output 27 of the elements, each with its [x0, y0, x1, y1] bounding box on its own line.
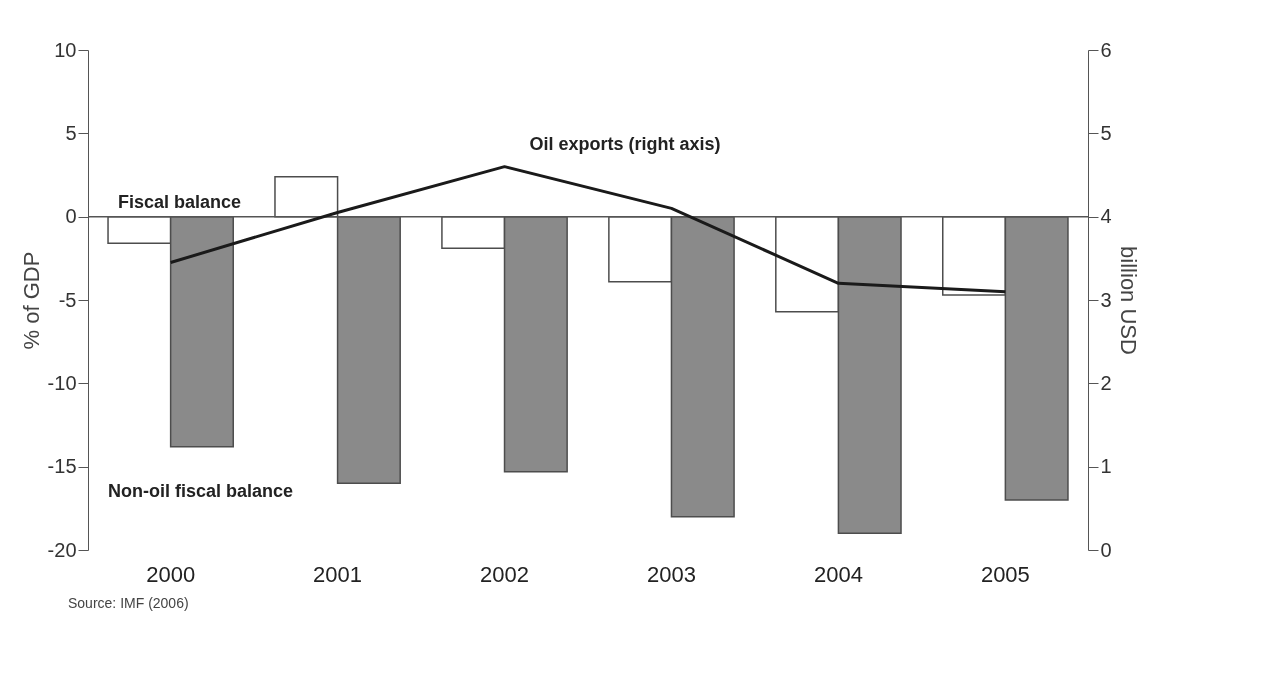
y2-tick-label: 0 — [1100, 538, 1112, 561]
x-tick-label: 2001 — [313, 561, 363, 587]
y-tick-label: -15 — [47, 455, 77, 478]
x-tick-label: 2000 — [146, 561, 196, 587]
y-axis-title: % of GDP — [18, 251, 44, 350]
y2-tick-label: 1 — [1100, 455, 1112, 478]
y-tick-label: 0 — [65, 205, 77, 228]
y-tick-label: 10 — [54, 38, 77, 61]
y2-tick-label: 4 — [1100, 205, 1112, 228]
text: Non-oil fiscal balance — [108, 480, 294, 501]
y-tick-label: 5 — [65, 121, 77, 144]
series-label: Oil exports (right axis) — [529, 133, 721, 154]
y2-tick-label: 3 — [1100, 288, 1112, 311]
y-tick-label: -20 — [47, 538, 77, 561]
line-series — [169, 165, 1007, 294]
x-tick-label: 2004 — [813, 561, 863, 587]
y2-tick-label: 2 — [1100, 371, 1112, 394]
y2-axis-title: billion USD — [1115, 246, 1141, 355]
y-tick-label: -5 — [58, 288, 77, 311]
series-label: Fiscal balance — [118, 191, 242, 212]
source-note: Source: IMF (2006) — [68, 595, 189, 611]
y2-tick-label: 6 — [1100, 38, 1112, 61]
y-tick-label: -10 — [47, 371, 77, 394]
x-tick-label: 2002 — [480, 561, 529, 587]
x-tick-label: 2003 — [647, 561, 696, 587]
x-tick-label: 2005 — [980, 561, 1030, 587]
y2-tick-label: 5 — [1100, 121, 1112, 144]
